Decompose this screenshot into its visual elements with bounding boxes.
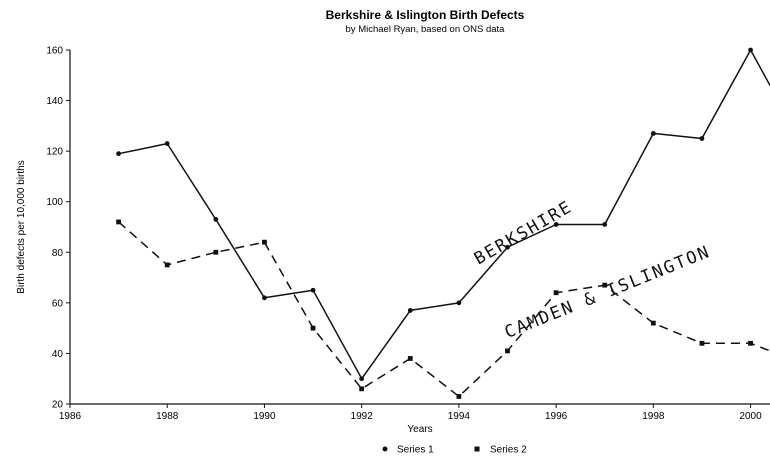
series-2-point — [310, 325, 316, 331]
legend-marker-series-2 — [474, 446, 480, 452]
legend-label-series-1: Series 1 — [397, 445, 434, 456]
y-axis-label: Birth defects per 10,000 births — [16, 160, 27, 293]
x-tick-label: 1998 — [642, 411, 665, 422]
series-1-point — [456, 300, 462, 306]
series-1-point — [164, 141, 170, 146]
series-2-point — [116, 219, 122, 225]
series-2-point — [699, 340, 705, 346]
y-tick-label: 80 — [52, 248, 64, 259]
series-1-point — [748, 47, 753, 53]
legend-label-series-2: Series 2 — [490, 445, 527, 456]
x-tick-label: 2000 — [739, 411, 762, 422]
annotation-camden-islington: CAMDEN & ISLINGTON — [502, 242, 714, 343]
series-1-point — [650, 131, 656, 136]
y-tick-label: 140 — [46, 96, 63, 107]
y-tick-label: 40 — [52, 349, 64, 360]
x-tick-label: 1990 — [253, 411, 276, 422]
series-2-point — [553, 290, 559, 296]
series-2-point — [262, 239, 267, 245]
series-1-point — [359, 376, 365, 382]
series-2-point — [505, 348, 510, 354]
chart-title: Berkshire & Islington Birth Defects — [326, 8, 525, 22]
axes — [69, 50, 770, 405]
series-2-point — [602, 282, 608, 288]
series-1-point — [553, 222, 559, 227]
series-1-point — [505, 244, 510, 250]
series-1-point — [602, 222, 608, 227]
series-1-point — [213, 217, 219, 222]
series-line-1 — [118, 49, 770, 380]
y-tick-label: 120 — [46, 147, 63, 158]
legend: Series 1 Series 2 — [382, 445, 527, 456]
series-2-point — [407, 356, 413, 361]
series-1-point — [699, 136, 705, 141]
x-tick-label: 1992 — [351, 411, 374, 422]
y-tick-label: 160 — [46, 46, 63, 57]
y-tick-label: 20 — [52, 400, 64, 411]
y-tick-label: 100 — [46, 197, 63, 208]
series-2-point — [748, 340, 753, 346]
legend-item-series-1: Series 1 — [382, 445, 434, 456]
x-axis-label: Years — [407, 424, 432, 435]
series-1-point — [116, 151, 122, 157]
chart-subtitle: by Michael Ryan, based on ONS data — [346, 24, 506, 35]
series-2-point — [359, 386, 365, 392]
series-2-point — [456, 394, 462, 399]
x-ticks: 1986 1988 1990 1992 1994 1996 1998 2000 — [59, 404, 762, 422]
series-layer — [116, 47, 770, 399]
x-tick-label: 1994 — [448, 411, 471, 422]
series-2-point — [650, 320, 656, 326]
y-tick-label: 60 — [52, 298, 64, 309]
annotation-berkshire: BERKSHIRE — [471, 197, 576, 269]
legend-marker-series-1 — [382, 446, 388, 452]
series-1-point — [310, 287, 316, 293]
series-line-2 — [118, 221, 770, 398]
series-1-point — [407, 308, 413, 313]
series-2-point — [213, 249, 219, 255]
series-1-point — [262, 295, 267, 301]
legend-item-series-2: Series 2 — [474, 445, 527, 456]
x-tick-label: 1988 — [156, 411, 179, 422]
series-2-point — [164, 262, 170, 268]
x-tick-label: 1986 — [59, 411, 82, 422]
x-tick-label: 1996 — [545, 411, 568, 422]
y-ticks: 20 40 60 80 100 120 140 160 — [46, 46, 70, 411]
